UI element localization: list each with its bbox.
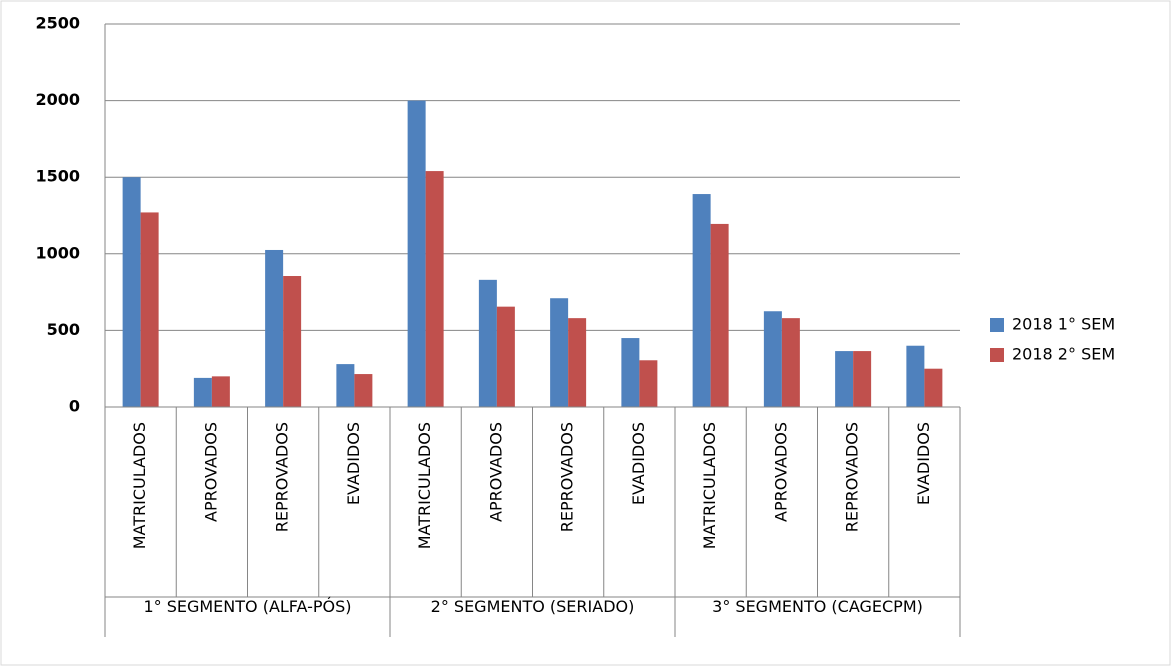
bar <box>835 351 854 407</box>
y-tick-label: 2500 <box>35 14 80 33</box>
y-tick-label: 2000 <box>35 90 80 109</box>
bar <box>283 276 302 407</box>
group-label: 2° SEGMENTO (SERIADO) <box>430 597 635 616</box>
x-tick-label: APROVADOS <box>771 422 790 522</box>
legend-swatch <box>990 348 1004 362</box>
x-tick-label: APROVADOS <box>201 422 220 522</box>
bar <box>265 249 284 407</box>
bar <box>763 311 782 407</box>
bar <box>354 374 373 407</box>
bar <box>407 100 426 407</box>
x-tick-label: REPROVADOS <box>558 422 577 532</box>
y-tick-label: 500 <box>47 320 80 339</box>
y-tick-label: 1500 <box>35 167 80 186</box>
x-tick-label: EVADIDOS <box>629 422 648 505</box>
bar <box>621 338 640 407</box>
legend-swatch <box>990 318 1004 332</box>
x-tick-label: REPROVADOS <box>273 422 292 532</box>
bar <box>211 376 230 407</box>
bar <box>140 212 159 407</box>
bar <box>906 345 925 407</box>
bar <box>550 298 569 407</box>
legend-label: 2018 1° SEM <box>1012 315 1115 334</box>
x-tick-label: REPROVADOS <box>843 422 862 532</box>
bar <box>853 351 872 407</box>
bar <box>568 318 587 407</box>
bar <box>336 364 355 407</box>
bar <box>692 194 711 407</box>
group-label: 3° SEGMENTO (CAGECPM) <box>712 597 923 616</box>
bar <box>781 318 800 407</box>
y-tick-label: 0 <box>69 397 80 416</box>
bar <box>425 171 444 407</box>
bar <box>122 177 141 407</box>
bar <box>924 368 943 407</box>
bar <box>639 360 658 407</box>
y-tick-label: 1000 <box>35 243 80 262</box>
group-label: 1° SEGMENTO (ALFA-PÓS) <box>143 597 352 616</box>
x-tick-label: EVADIDOS <box>914 422 933 505</box>
x-tick-label: MATRICULADOS <box>130 422 149 549</box>
bar <box>496 306 515 407</box>
x-tick-label: MATRICULADOS <box>415 422 434 549</box>
bar <box>193 377 212 407</box>
bar <box>710 223 729 407</box>
x-tick-label: EVADIDOS <box>344 422 363 505</box>
legend-label: 2018 2° SEM <box>1012 345 1115 364</box>
x-tick-label: APROVADOS <box>486 422 505 522</box>
x-tick-label: MATRICULADOS <box>700 422 719 549</box>
bar <box>478 279 497 407</box>
